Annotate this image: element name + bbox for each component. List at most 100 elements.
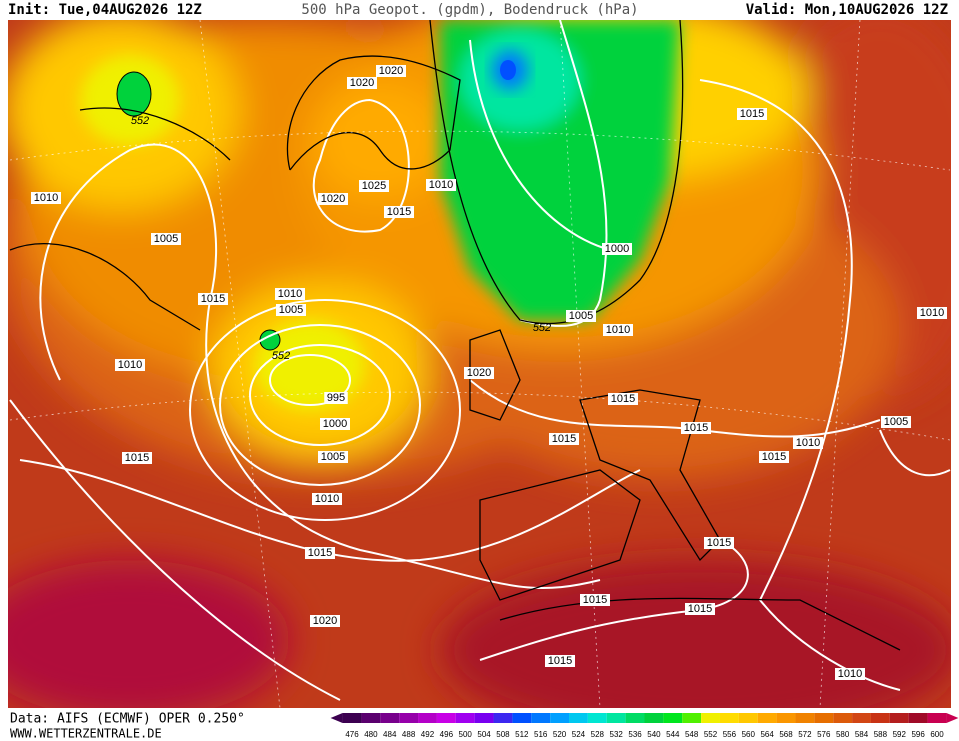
scale-swatch	[870, 713, 890, 723]
isobar-label: 1010	[429, 179, 453, 191]
isobar-label: 1005	[154, 233, 178, 245]
scale-label: 580	[836, 730, 850, 739]
scale-swatch	[852, 713, 871, 723]
scale-label: 576	[817, 730, 831, 739]
scale-label: 504	[477, 730, 491, 739]
scale-label: 512	[515, 730, 529, 739]
scale-label: 496	[440, 730, 454, 739]
isobar-label: 1020	[321, 193, 345, 205]
isobar-label: 1015	[548, 655, 572, 667]
isobar-labels: 1020 1020 1025 1020 1010 1015 1010 1005 1015 1010…	[31, 65, 947, 680]
isobar-label: 1015	[201, 293, 225, 305]
scale-label: 508	[496, 730, 510, 739]
scale-swatch	[436, 713, 456, 723]
isobar-label-box	[115, 359, 145, 371]
isobar-label: 1015	[688, 603, 712, 615]
scale-swatch	[719, 713, 739, 723]
scale-swatch	[606, 713, 626, 723]
scale-swatch	[399, 713, 419, 723]
scale-swatch	[493, 713, 513, 723]
isobar-label: 1010	[796, 437, 820, 449]
isobar-label-box	[384, 206, 414, 218]
data-source: Data: AIFS (ECMWF) OPER 0.250°	[10, 712, 245, 727]
isobar-label-box	[602, 243, 632, 255]
isobar-label-box	[545, 655, 575, 667]
scale-swatch	[757, 713, 777, 723]
scale-swatch	[795, 713, 815, 723]
isobar-label: 1015	[308, 547, 332, 559]
scale-label: 572	[798, 730, 812, 739]
scale-label: 520	[553, 730, 567, 739]
scale-swatch	[474, 713, 494, 723]
scale-swatch	[889, 713, 909, 723]
scale-label: 536	[628, 730, 642, 739]
scale-swatch	[663, 713, 683, 723]
isobar-label-box	[312, 493, 342, 505]
isobar-label-box	[835, 668, 865, 680]
isobar-label-box	[681, 422, 711, 434]
isobar-label-box	[320, 418, 350, 430]
scale-label: 560	[742, 730, 756, 739]
isobar-label-box	[347, 77, 377, 89]
scale-swatch	[569, 713, 588, 723]
isobar-label: 1000	[605, 243, 629, 255]
isobar-label-box	[324, 392, 348, 404]
scale-label: 544	[666, 730, 680, 739]
isobar-label: 1005	[279, 304, 303, 316]
isobar-label-box	[549, 433, 579, 445]
isobar-label: 1010	[606, 324, 630, 336]
isobar-label: 1015	[684, 422, 708, 434]
isobar-label-box	[704, 537, 734, 549]
scale-label: 592	[893, 730, 907, 739]
isobar-label: 1010	[118, 359, 142, 371]
init-time: Init: Tue,04AUG2026 12Z	[8, 2, 202, 18]
isobar-label: 1015	[125, 452, 149, 464]
scale-label: 548	[685, 730, 699, 739]
scale-label: 564	[760, 730, 774, 739]
isobar-label-box	[881, 416, 911, 428]
contour-label: 552	[533, 322, 551, 334]
scale-label: 528	[591, 730, 605, 739]
isobar-label: 1015	[611, 393, 635, 405]
scale-swatch	[380, 713, 400, 723]
isobar-label: 1010	[278, 288, 302, 300]
isobar-label: 1020	[313, 615, 337, 627]
scale-label: 556	[723, 730, 737, 739]
scale-swatch	[418, 713, 437, 723]
isobar-label: 1020	[379, 65, 403, 77]
isobar-label-box	[31, 192, 61, 204]
scale-label: 488	[402, 730, 416, 739]
isobar-label: 1025	[362, 180, 386, 192]
scale-swatch	[738, 713, 758, 723]
isobar-label-box	[759, 451, 789, 463]
isobar-label-box	[793, 437, 823, 449]
isobar-label-box	[305, 547, 335, 559]
isobar-label-box	[566, 310, 596, 322]
scale-swatch	[531, 713, 551, 723]
scale-label: 524	[572, 730, 586, 739]
scale-label: 492	[421, 730, 435, 739]
scale-swatch	[644, 713, 664, 723]
scale-swatch	[512, 713, 532, 723]
scale-arrow-high	[946, 713, 959, 723]
isobar-label: 1010	[34, 192, 58, 204]
isobar-label: 1020	[350, 77, 374, 89]
scale-label: 552	[704, 730, 718, 739]
isobar-label-box	[376, 65, 406, 77]
isobar-label: 1010	[920, 307, 944, 319]
isobar-label-box	[580, 594, 610, 606]
scale-label: 480	[364, 730, 378, 739]
scale-label: 516	[534, 730, 548, 739]
isobar-label-box	[426, 179, 456, 191]
isobar-label-box	[198, 293, 228, 305]
scale-swatch	[908, 713, 928, 723]
isobar-label: 1010	[315, 493, 339, 505]
isobar-label-box	[310, 615, 340, 627]
isobar-label: 1000	[323, 418, 347, 430]
scale-label: 568	[779, 730, 793, 739]
scale-swatch	[361, 713, 381, 723]
scale-arrow-low	[330, 713, 343, 723]
scale-label: 476	[345, 730, 359, 739]
